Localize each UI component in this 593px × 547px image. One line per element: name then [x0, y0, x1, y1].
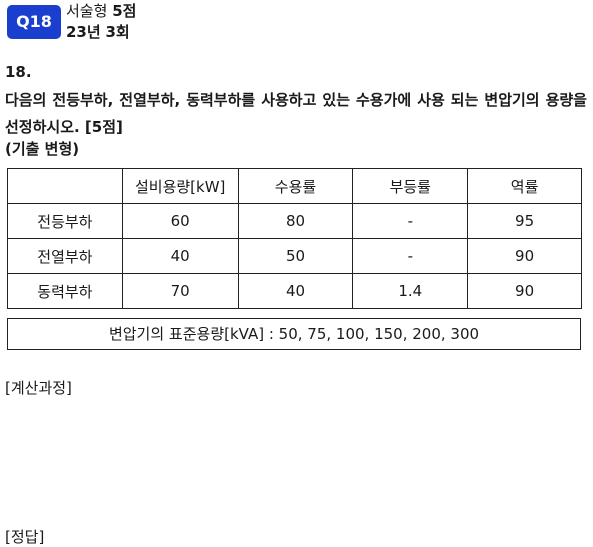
table-header-cell: 설비용량[kW]: [121, 168, 239, 204]
table-cell: 80: [237, 203, 354, 239]
table-cell: 60: [121, 203, 239, 239]
table-row: 동력부하 70 40 1.4 90: [7, 273, 582, 309]
table-row: 전등부하 60 80 - 95: [7, 203, 582, 239]
load-table: 설비용량[kW] 수용률 부등률 역률 전등부하 60 80 - 95 전열부하…: [7, 168, 582, 309]
question-text: 다음의 전등부하, 전열부하, 동력부하를 사용하고 있는 수용가에 사용 되는…: [5, 91, 587, 136]
table-row: 전열부하 40 50 - 90: [7, 238, 582, 274]
table-cell: 90: [467, 238, 582, 274]
table-cell: -: [352, 238, 469, 274]
question-number: 18.: [5, 63, 32, 81]
table-header-cell: 역률: [467, 168, 582, 204]
table-cell: -: [352, 203, 469, 239]
table-cell: 전등부하: [7, 203, 123, 239]
exam-year: 23년: [66, 23, 101, 41]
table-cell: 동력부하: [7, 273, 123, 309]
points-label: 5점: [112, 2, 137, 20]
table-cell: 40: [237, 273, 354, 309]
table-cell: 90: [467, 273, 582, 309]
question-source: (기출 변형): [5, 140, 80, 158]
table-cell: 40: [121, 238, 239, 274]
answer-section-label: [정답]: [5, 528, 45, 546]
question-type: 서술형 5점: [66, 0, 136, 21]
table-cell: 95: [467, 203, 582, 239]
table-header-cell: [7, 168, 123, 204]
type-label: 서술형: [66, 2, 108, 20]
calc-section-label: [계산과정]: [5, 379, 72, 397]
table-header-row: 설비용량[kW] 수용률 부등률 역률: [7, 168, 582, 204]
table-cell: 70: [121, 273, 239, 309]
table-cell: 전열부하: [7, 238, 123, 274]
exam-info: 23년 3회: [66, 21, 130, 42]
question-badge: Q18: [7, 5, 61, 39]
standard-capacity-box: 변압기의 표준용량[kVA] : 50, 75, 100, 150, 200, …: [7, 318, 581, 350]
table-header-cell: 부등률: [352, 168, 469, 204]
exam-round: 3회: [105, 23, 130, 41]
table-cell: 50: [237, 238, 354, 274]
table-header-cell: 수용률: [237, 168, 354, 204]
table-cell: 1.4: [352, 273, 469, 309]
